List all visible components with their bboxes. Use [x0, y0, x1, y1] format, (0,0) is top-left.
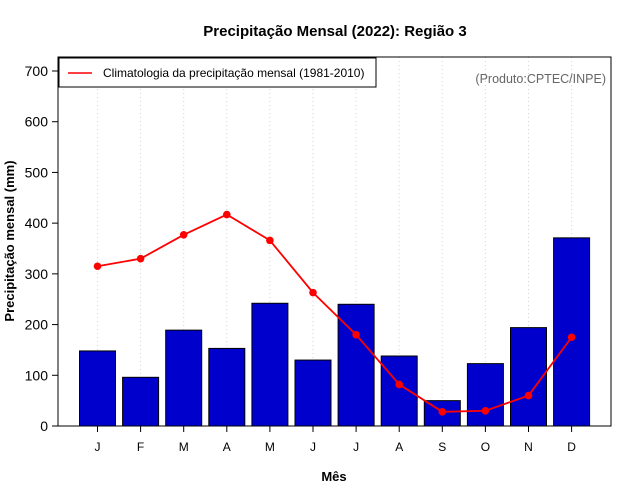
climatology-line [93, 210, 576, 416]
bar [337, 303, 375, 427]
climatology-point [179, 231, 188, 239]
bar [208, 347, 246, 427]
x-tick-label: J [310, 440, 316, 454]
bar [251, 302, 289, 427]
x-tick-label: M [265, 440, 275, 454]
climatology-point [352, 330, 360, 339]
climatology-point [481, 406, 490, 415]
bar [466, 363, 504, 427]
chart-title: Precipitação Mensal (2022): Região 3 [203, 23, 466, 40]
y-tick-label: 700 [25, 63, 49, 79]
legend: Climatologia da precipitação mensal (198… [58, 57, 377, 88]
bar [553, 237, 591, 427]
climatology-point [93, 262, 102, 271]
x-tick-label: J [353, 440, 359, 454]
x-tick-label: F [137, 440, 144, 454]
x-tick-label: A [395, 440, 403, 454]
y-tick-label: 100 [25, 367, 49, 383]
bar [510, 327, 547, 427]
y-tick-label: 500 [25, 164, 49, 180]
climatology-point [136, 254, 145, 263]
bar [294, 359, 332, 427]
y-axis: 0 100 200 300 400 500 600 700 [25, 63, 58, 434]
y-tick-label: 0 [40, 418, 48, 434]
bar [380, 355, 418, 427]
legend-box [58, 57, 377, 88]
x-tick-label: O [481, 440, 490, 454]
legend-label: Climatologia da precipitação mensal (198… [103, 66, 364, 80]
y-tick-label: 400 [25, 215, 49, 231]
y-tick-label: 300 [25, 266, 49, 282]
x-tick-label: N [524, 440, 533, 454]
climatology-point [266, 236, 274, 245]
climatology-point [223, 210, 231, 219]
bar [79, 350, 116, 427]
bar [122, 376, 160, 427]
x-axis-title: Mês [321, 469, 346, 484]
climatology-point [524, 391, 533, 400]
climatology-point [567, 333, 576, 342]
x-tick-label: J [95, 440, 101, 454]
climatology-point [395, 380, 404, 389]
climatology-point [309, 288, 317, 297]
plot-frame [57, 56, 612, 427]
y-tick-label: 200 [25, 317, 49, 333]
climatology-point [438, 408, 447, 416]
x-tick-label: M [179, 440, 189, 454]
bar [165, 329, 203, 427]
x-tick-label: A [223, 440, 231, 454]
credit-text: (Produto:CPTEC/INPE) [475, 72, 606, 86]
x-tick-label: D [567, 440, 576, 454]
y-axis-title: Precipitação mensal (mm) [2, 160, 17, 321]
climatology-polyline [97, 213, 573, 413]
x-tick-label: S [438, 440, 446, 454]
y-tick-label: 600 [25, 114, 49, 130]
bars [79, 237, 591, 427]
